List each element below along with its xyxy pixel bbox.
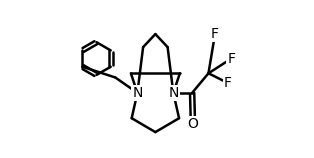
Text: F: F — [224, 76, 232, 90]
Text: N: N — [168, 86, 179, 100]
Text: N: N — [132, 86, 143, 100]
Text: O: O — [187, 117, 198, 131]
Text: F: F — [227, 52, 236, 66]
Text: F: F — [211, 27, 219, 41]
